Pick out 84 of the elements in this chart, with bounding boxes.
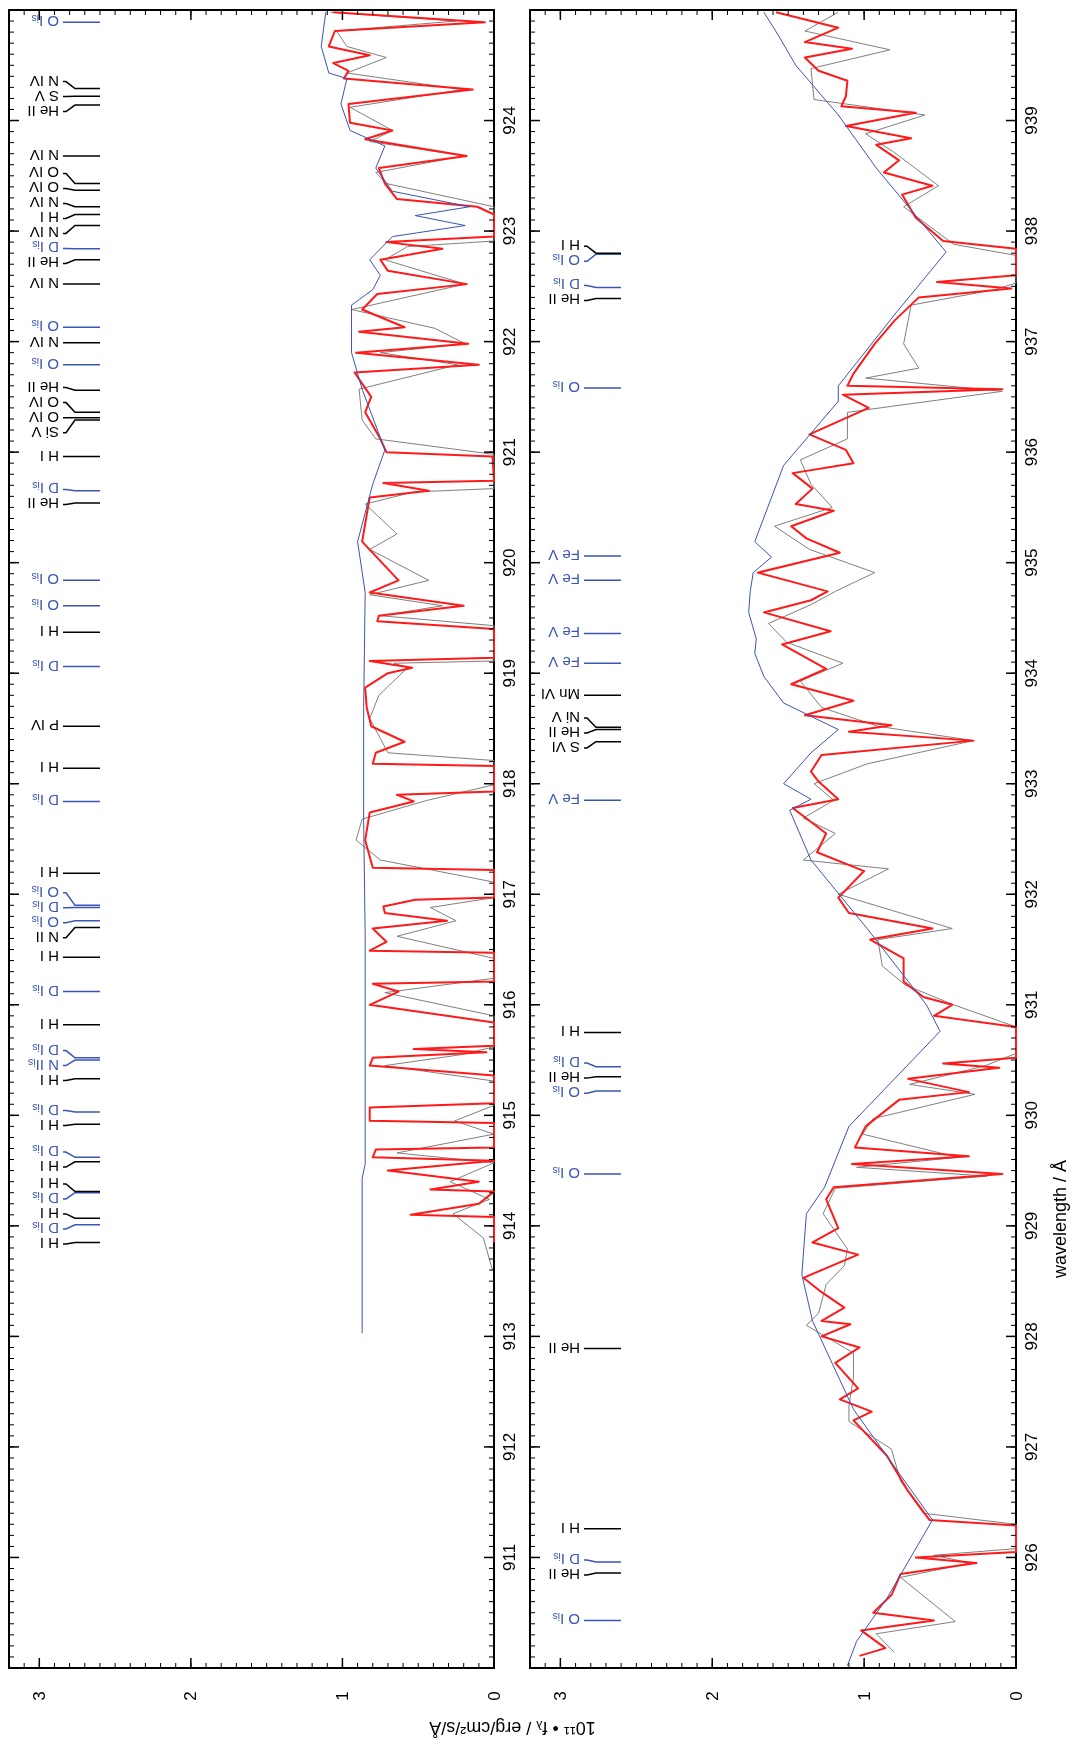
ref-line-label: N IV [29, 224, 59, 242]
ref-line-label: He II [548, 1069, 580, 1087]
ref-line-label: Mn VI [540, 686, 580, 704]
ref-line-label: H I [39, 1175, 59, 1193]
ref-line-label: H I [560, 1520, 580, 1538]
ref-line-label: He II [548, 1566, 580, 1584]
x-tick-label: 2 [702, 1691, 722, 1701]
ref-line-label: Fe V [548, 654, 580, 672]
ref-line-label: N IV [29, 275, 59, 293]
x-tick-label: 1 [854, 1691, 874, 1701]
ref-line-label: O IV [28, 179, 59, 197]
y-tick-label: 934 [1021, 659, 1041, 688]
ref-line-label: Ni V [551, 709, 580, 727]
y-tick-label: 913 [499, 1322, 519, 1351]
y-tick-label: 920 [499, 548, 519, 577]
y-tick-label: 918 [499, 769, 519, 798]
ref-line-label: O IV [28, 409, 59, 427]
y-tick-label: 924 [499, 106, 519, 135]
ref-line-label: O IV [28, 164, 59, 182]
y-tick-label: 912 [499, 1432, 519, 1462]
ref-line-label: N IV [29, 147, 59, 165]
ref-line-label: H I [39, 623, 59, 641]
ref-line-label: S VI [551, 739, 580, 757]
y-tick-label: 935 [1021, 548, 1041, 577]
ref-line-label: He II [27, 379, 59, 397]
ref-line-label: H I [39, 1016, 59, 1034]
y-tick-label: 937 [1021, 327, 1041, 356]
x-tick-label: 3 [29, 1691, 49, 1701]
ref-line-label: O IV [28, 394, 59, 412]
ref-line-label: N II [35, 929, 59, 947]
x-tick-label: 3 [550, 1691, 570, 1701]
y-tick-label: 939 [1021, 106, 1041, 135]
y-tick-label: 922 [499, 327, 519, 356]
ref-line-label: N IV [29, 334, 59, 352]
ref-line-label: H I [39, 864, 59, 882]
y-tick-label: 915 [499, 1101, 519, 1130]
ref-line-label: He II [548, 1340, 580, 1358]
y-tick-label: 923 [499, 216, 519, 246]
ref-line-label: He II [27, 254, 59, 272]
x-tick-label: 1 [332, 1691, 352, 1701]
ref-line-label: P IV [30, 717, 59, 735]
ref-line-label: He II [27, 495, 59, 513]
y-tick-label: 916 [499, 990, 519, 1019]
y-tick-label: 929 [1021, 1211, 1041, 1241]
ref-line-label: H I [39, 948, 59, 966]
ref-line-label: H I [39, 209, 59, 227]
y-tick-label: 928 [1021, 1322, 1041, 1351]
y-tick-label: 931 [1021, 990, 1041, 1019]
y-tick-label: 933 [1021, 769, 1041, 798]
ref-line-label: He II [548, 291, 580, 309]
ref-line-label: Fe V [548, 571, 580, 589]
ref-line-label: H I [39, 1235, 59, 1253]
ref-line-label: H I [39, 1072, 59, 1090]
y-tick-label: 917 [499, 880, 519, 909]
ref-line-label: S V [34, 88, 59, 106]
y-tick-label: 932 [1021, 880, 1041, 909]
ref-line-label: He II [548, 724, 580, 742]
ref-line-label: H I [560, 1023, 580, 1041]
x-tick-label: 0 [1006, 1691, 1026, 1701]
y-tick-label: 919 [499, 659, 519, 688]
ref-line-label: H I [39, 1158, 59, 1176]
ref-line-label: N IV [29, 73, 59, 91]
y-tick-label: 938 [1021, 216, 1041, 246]
x-tick-label: 0 [484, 1691, 504, 1701]
y-tick-label: 927 [1021, 1432, 1041, 1462]
y-tick-label: 926 [1021, 1543, 1041, 1572]
x-tick-label: 2 [181, 1691, 201, 1701]
ref-line-label: H I [39, 1117, 59, 1135]
ref-line-label: He II [27, 103, 59, 121]
ref-line-label: H I [39, 448, 59, 466]
ref-line-label: H I [39, 759, 59, 777]
y-tick-label: 930 [1021, 1101, 1041, 1130]
ref-line-label: Fe V [548, 791, 580, 809]
ref-line-label: Fe V [548, 547, 580, 565]
ref-line-label: H I [39, 1205, 59, 1223]
y-tick-label: 921 [499, 437, 519, 467]
ref-line-label: N IV [29, 194, 59, 212]
ref-line-label: Fe V [548, 624, 580, 642]
y-tick-label: 914 [499, 1211, 519, 1241]
y-tick-label: 936 [1021, 437, 1041, 467]
ref-line-label: Si V [31, 424, 59, 442]
y-axis-title: wavelength / Å [1050, 1159, 1070, 1280]
ref-line-label: H I [560, 237, 580, 255]
y-tick-label: 911 [499, 1543, 519, 1572]
